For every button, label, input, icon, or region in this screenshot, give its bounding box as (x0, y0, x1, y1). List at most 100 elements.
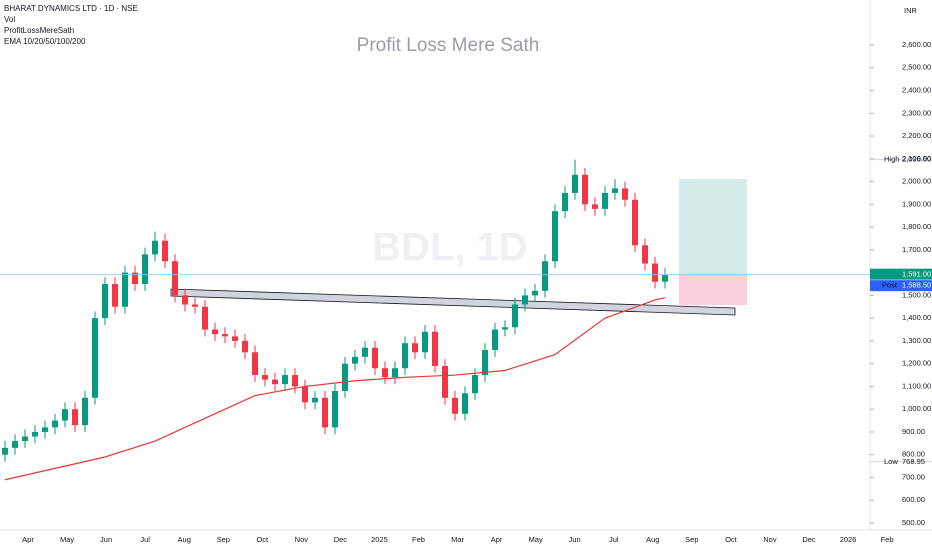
candle-body (462, 393, 468, 414)
y-tick-label: 2,500.00 (902, 63, 931, 72)
candle-body (532, 290, 538, 296)
candle-body (292, 375, 298, 387)
candle-body (442, 365, 448, 398)
x-tick-label: Oct (256, 535, 269, 544)
candle-body (192, 304, 198, 307)
candle-body (592, 204, 598, 209)
candle-body (632, 199, 638, 246)
candle-body (52, 420, 58, 428)
candle-body (482, 350, 488, 376)
candle-body (72, 409, 78, 426)
candle-body (492, 329, 498, 351)
candle-body (242, 340, 248, 353)
candle-body (342, 363, 348, 391)
candle-body (232, 336, 238, 341)
x-tick-label: Jul (140, 535, 150, 544)
candle-body (32, 431, 38, 437)
x-tick-label: Feb (881, 535, 894, 544)
candle-body (662, 274, 668, 282)
y-tick-label: 1,200.00 (902, 359, 931, 368)
candle-body (382, 368, 388, 378)
candle-body (362, 347, 368, 357)
high-value: 2,096.60 (902, 155, 931, 164)
candle-body (252, 352, 258, 376)
y-tick-label: 600.00 (902, 495, 925, 504)
currency: INR (904, 6, 918, 15)
candle-body (512, 304, 518, 328)
low-value: 768.95 (902, 457, 925, 466)
y-tick-label: 900.00 (902, 427, 925, 436)
candle-body (552, 211, 558, 262)
candle-body (522, 295, 528, 305)
candle-body (392, 368, 398, 378)
candle-body (402, 343, 408, 369)
candle-body (212, 329, 218, 335)
ema-line (4, 297, 666, 481)
candle-body (352, 356, 358, 364)
indicator: Vol (4, 15, 15, 24)
y-tick-label: 1,700.00 (902, 245, 931, 254)
candle-body (322, 397, 328, 428)
candle-body (452, 397, 458, 414)
candle-body (92, 318, 98, 398)
candle-body (12, 441, 18, 448)
x-tick-label: Sep (685, 535, 698, 544)
indicator: ProfitLossMereSath (4, 26, 74, 35)
candle-body (132, 272, 138, 284)
y-tick-label: 2,200.00 (902, 131, 931, 140)
y-tick-label: 2,600.00 (902, 40, 931, 49)
candle-body (302, 386, 308, 403)
candle-body (202, 306, 208, 330)
x-tick-label: Oct (725, 535, 738, 544)
chart-title: BHARAT DYNAMICS LTD · 1D · NSE (4, 4, 138, 13)
post-label: Post (882, 281, 898, 290)
y-tick-label: 800.00 (902, 450, 925, 459)
candle-body (612, 188, 618, 193)
y-tick-label: 2,100.00 (902, 154, 931, 163)
y-tick-label: 700.00 (902, 472, 925, 481)
candle-body (222, 334, 228, 337)
x-tick-label: Jun (100, 535, 112, 544)
low-name: Low (884, 457, 898, 466)
candle-body (572, 174, 578, 193)
y-tick-label: 500.00 (902, 518, 925, 527)
candle-body (282, 375, 288, 385)
last-price-box (870, 268, 932, 280)
indicator: EMA 10/20/50/100/200 (4, 37, 86, 46)
candle-body (22, 436, 28, 442)
candle-body (582, 174, 588, 205)
candle-body (542, 261, 548, 291)
x-tick-label: 2025 (371, 535, 388, 544)
candle-body (272, 379, 278, 385)
x-tick-label: Nov (763, 535, 777, 544)
candle-body (62, 409, 68, 421)
x-tick-label: Nov (295, 535, 309, 544)
x-tick-label: Aug (646, 535, 659, 544)
x-tick-label: Dec (334, 535, 348, 544)
watermark: Profit Loss Mere Sath (357, 35, 540, 56)
x-tick-label: Aug (178, 535, 191, 544)
x-tick-label: Jun (569, 535, 581, 544)
candle-body (312, 397, 318, 403)
candle-body (42, 427, 48, 432)
candle-body (182, 295, 188, 305)
candle-body (172, 261, 178, 296)
candle-body (602, 192, 608, 209)
y-tick-label: 1,900.00 (902, 199, 931, 208)
x-tick-label: Apr (22, 535, 34, 544)
last-price-label: 1,591.00 (902, 270, 931, 279)
candle-body (262, 375, 268, 380)
bid-label: 1,588.50 (902, 281, 931, 290)
y-tick-label: 1,300.00 (902, 336, 931, 345)
bid-box (870, 280, 932, 292)
candle-body (642, 245, 648, 264)
candle-body (502, 327, 508, 330)
x-tick-label: Sep (217, 535, 230, 544)
y-tick-label: 1,000.00 (902, 404, 931, 413)
candle-body (2, 447, 8, 455)
candle-body (332, 390, 338, 428)
y-tick-label: 1,400.00 (902, 313, 931, 322)
x-tick-label: 2026 (840, 535, 857, 544)
candle-body (472, 375, 478, 394)
